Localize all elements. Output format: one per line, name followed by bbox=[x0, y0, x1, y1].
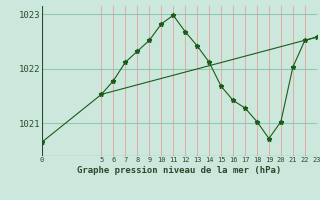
X-axis label: Graphe pression niveau de la mer (hPa): Graphe pression niveau de la mer (hPa) bbox=[77, 166, 281, 175]
